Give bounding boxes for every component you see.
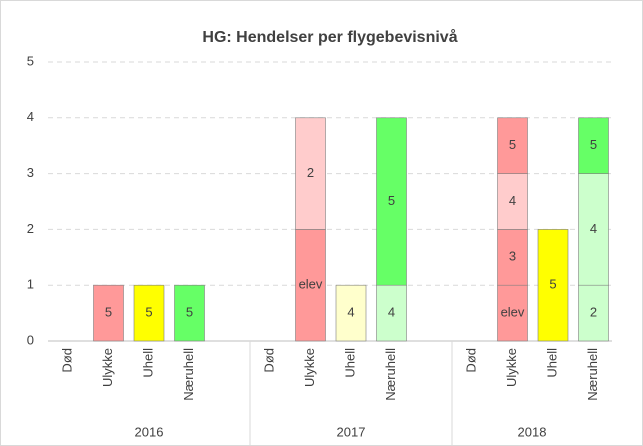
segment-label: 3 <box>509 249 516 264</box>
bar-segment <box>497 229 528 286</box>
segment-label: 5 <box>388 193 395 208</box>
bar-segment <box>335 284 367 342</box>
segment-label: 4 <box>388 305 395 320</box>
y-tick-label: 1 <box>27 277 34 292</box>
bar-segment <box>174 284 205 342</box>
segment-label: elev <box>501 305 525 320</box>
y-tick-label: 5 <box>27 53 34 68</box>
x-tick-label: Uhell <box>140 348 155 378</box>
bar-segment <box>295 229 326 342</box>
segment-label: 2 <box>307 165 314 180</box>
x-tick-label: Næruhell <box>383 348 398 401</box>
segment-label: 5 <box>145 305 152 320</box>
bar-segment <box>133 284 165 342</box>
group-label: 2017 <box>337 424 366 439</box>
segment-label: 5 <box>509 137 516 152</box>
x-tick-label: Næruhell <box>181 348 196 401</box>
segment-label: 5 <box>186 305 193 320</box>
segment-label: elev <box>299 277 323 292</box>
bar-segment <box>376 284 407 342</box>
y-tick-label: 2 <box>27 221 34 236</box>
segment-label: 4 <box>509 193 516 208</box>
group-label: 2018 <box>518 424 547 439</box>
y-tick-label: 4 <box>27 109 34 124</box>
x-tick-label: Uhell <box>342 348 357 378</box>
x-tick-label: Død <box>261 348 276 373</box>
segment-label: 5 <box>105 305 112 320</box>
chart-title: HG: Hendelser per flygebevisnivå <box>202 28 457 46</box>
x-tick-label: Uhell <box>544 348 559 378</box>
bar-segment <box>295 117 326 230</box>
x-tick-label: Ulykke <box>100 348 115 387</box>
segment-label: 5 <box>590 137 597 152</box>
segment-label: 2 <box>590 305 597 320</box>
bar-segment <box>497 284 528 342</box>
segment-label: 4 <box>590 221 597 236</box>
bar-segment <box>497 173 528 230</box>
bar-segment <box>93 284 124 342</box>
segment-label: 4 <box>347 305 354 320</box>
x-tick-label: Næruhell <box>585 348 600 401</box>
bar-segment <box>497 117 528 174</box>
x-tick-label: Ulykke <box>302 348 317 387</box>
bar-segment <box>376 117 407 286</box>
x-tick-label: Ulykke <box>504 348 519 387</box>
segment-label: 5 <box>549 277 556 292</box>
bar-segment <box>537 229 569 342</box>
bar-segment <box>578 117 609 174</box>
x-tick-label: Død <box>59 348 74 373</box>
y-tick-label: 3 <box>27 165 34 180</box>
x-tick-label: Død <box>463 348 478 373</box>
y-tick-label: 0 <box>27 332 34 347</box>
group-label: 2016 <box>135 424 164 439</box>
